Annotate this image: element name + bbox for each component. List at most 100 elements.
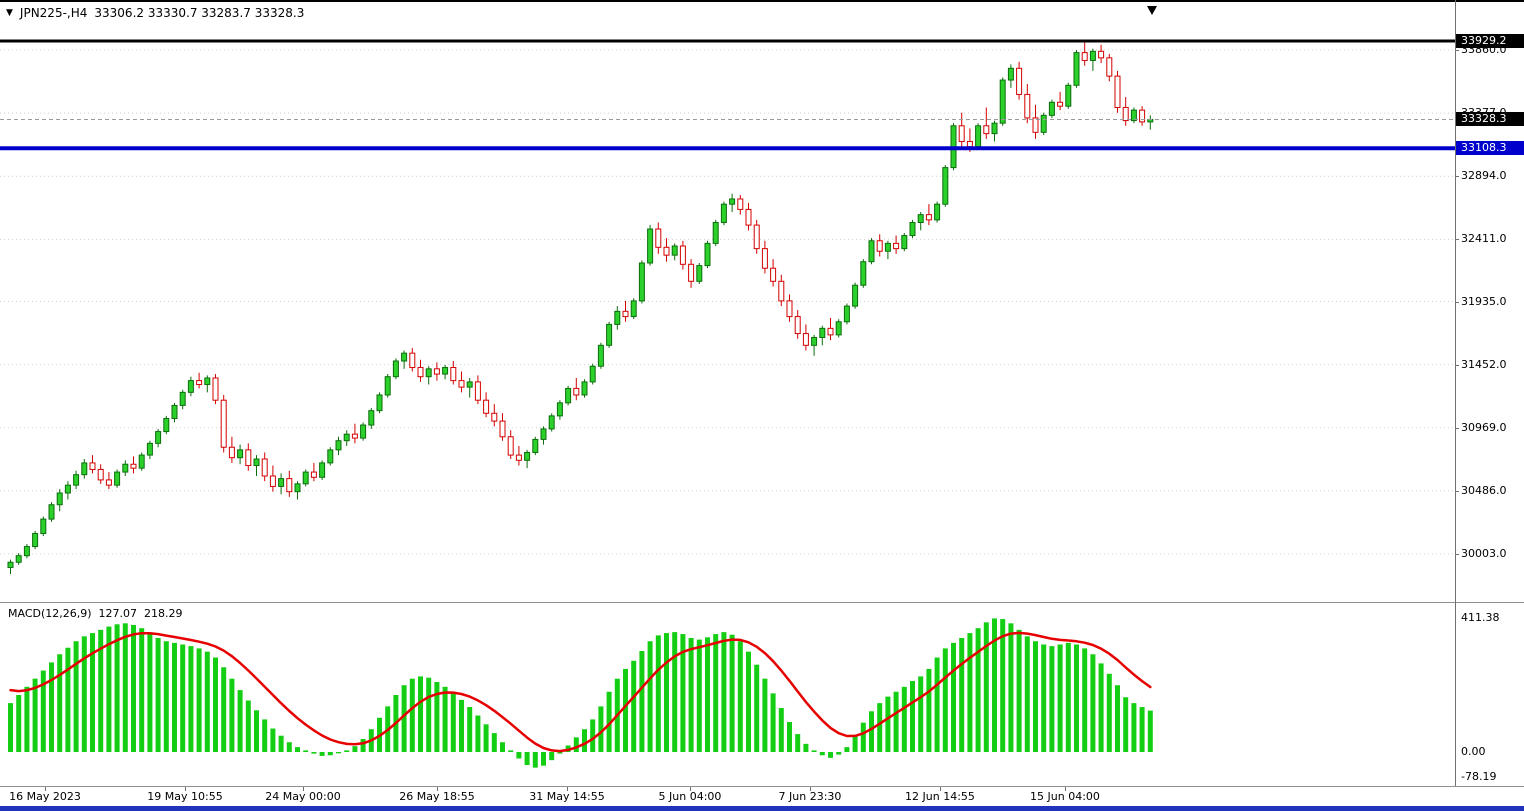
- macd-histogram-bar: [1098, 663, 1104, 752]
- macd-histogram-bar: [655, 635, 661, 752]
- bear-candle-body: [573, 387, 580, 396]
- macd-histogram-bar: [885, 696, 891, 752]
- bull-candle-body: [720, 203, 727, 223]
- price-grid-label: 31452.0: [1461, 358, 1507, 371]
- bear-candle-body: [1114, 75, 1121, 108]
- macd-histogram-bar: [893, 691, 899, 752]
- macd-histogram-bar: [16, 694, 22, 752]
- macd-histogram-bar: [541, 752, 546, 766]
- macd-histogram-bar: [327, 752, 333, 756]
- macd-histogram-bar: [975, 628, 981, 752]
- bull-candle-body: [532, 438, 539, 453]
- bull-candle-body: [860, 261, 867, 286]
- price-axis-tick: [1455, 428, 1459, 429]
- bull-candle-body: [909, 221, 916, 237]
- macd-histogram-bar: [549, 752, 555, 761]
- macd-histogram-bar: [762, 678, 768, 752]
- bull-candle-body: [294, 483, 301, 493]
- bear-candle-body: [196, 380, 203, 386]
- macd-histogram-bar: [114, 624, 120, 752]
- symbol-dropdown-icon[interactable]: ▼: [6, 8, 13, 18]
- macd-histogram-bar: [90, 633, 95, 752]
- bull-candle-body: [1040, 114, 1047, 133]
- macd-histogram-bar: [1123, 697, 1129, 752]
- macd-histogram-bar: [623, 668, 628, 752]
- macd-histogram-bar: [852, 735, 858, 752]
- macd-histogram-bar: [32, 678, 38, 752]
- bear-candle-body: [966, 140, 973, 148]
- bull-candle-body: [819, 327, 826, 338]
- bull-candle-body: [204, 377, 211, 386]
- bear-candle-body: [417, 367, 424, 378]
- time-tick-label: 12 Jun 14:55: [905, 790, 975, 803]
- chart-shift-icon[interactable]: [1147, 6, 1157, 15]
- bull-candle-body: [319, 462, 326, 478]
- macd-histogram-bar: [1115, 685, 1120, 752]
- bull-candle-body: [942, 167, 949, 205]
- bull-candle-body: [729, 198, 736, 205]
- macd-histogram-bar: [180, 644, 186, 752]
- macd-histogram-bar: [1008, 623, 1014, 752]
- macd-histogram-bar: [1024, 636, 1030, 752]
- macd-histogram-bar: [336, 752, 341, 754]
- time-axis-tick: [810, 787, 811, 791]
- macd-histogram-bar: [172, 642, 177, 752]
- macd-histogram-bar: [286, 742, 292, 752]
- macd-histogram-bar: [426, 677, 432, 752]
- bear-candle-body: [1016, 67, 1023, 95]
- bear-candle-body: [228, 446, 235, 459]
- macd-histogram-bar: [1106, 673, 1112, 752]
- bear-candle-body: [409, 352, 416, 369]
- bear-candle-body: [737, 198, 744, 210]
- bear-candle-body: [761, 248, 768, 269]
- bull-candle-body: [524, 451, 531, 461]
- bull-candle-body: [360, 424, 367, 439]
- macd-histogram-bar: [131, 624, 136, 752]
- bull-candle-body: [696, 265, 703, 282]
- macd-histogram-bar: [877, 703, 883, 752]
- macd-indicator-panel[interactable]: [0, 602, 1456, 786]
- macd-histogram-bar: [459, 699, 464, 752]
- macd-histogram-bar: [1000, 619, 1006, 752]
- macd-histogram-bar: [213, 657, 218, 752]
- macd-histogram-bar: [590, 719, 596, 752]
- price-grid-label: 31935.0: [1461, 295, 1507, 308]
- time-axis[interactable]: 16 May 2023 19 May 10:55 24 May 00:00 26 Ma…: [0, 787, 1456, 806]
- macd-histogram-bar: [65, 647, 71, 752]
- macd-histogram-bar: [204, 651, 210, 752]
- macd-histogram-bar: [467, 707, 473, 752]
- indicator-separator[interactable]: [0, 602, 1524, 603]
- macd-histogram-bar: [819, 752, 825, 756]
- bear-candle-body: [876, 240, 883, 252]
- bull-candle-body: [40, 518, 47, 534]
- macd-histogram-bar: [196, 648, 202, 752]
- macd-signal-value: 218.29: [144, 607, 183, 620]
- macd-histogram-bar: [983, 622, 989, 752]
- macd-histogram-bar: [237, 690, 243, 752]
- bear-candle-body: [786, 300, 793, 318]
- resistance-price-badge: 33929.2: [1456, 34, 1524, 48]
- bear-candle-body: [491, 412, 498, 422]
- macd-histogram-bar: [992, 618, 997, 752]
- macd-histogram-bar: [491, 733, 497, 752]
- bull-candle-body: [179, 391, 186, 406]
- bull-candle-body: [335, 440, 342, 451]
- bull-candle-body: [704, 242, 711, 267]
- bear-candle-body: [1122, 106, 1129, 122]
- macd-histogram-bar: [844, 747, 850, 752]
- bear-candle-body: [983, 125, 990, 135]
- price-axis[interactable]: 33860.033377.032894.032411.031935.031452…: [1455, 0, 1524, 786]
- macd-histogram-bar: [606, 691, 612, 752]
- macd-histogram-bar: [221, 667, 227, 752]
- bear-candle-body: [802, 333, 809, 346]
- macd-histogram-bar: [729, 634, 735, 752]
- price-axis-tick: [1455, 302, 1459, 303]
- price-chart[interactable]: [0, 0, 1456, 602]
- macd-histogram-bar: [787, 722, 792, 752]
- bear-candle-body: [433, 368, 440, 375]
- window-top-border: [0, 0, 1524, 2]
- ohlc-values: 33306.2 33330.7 33283.7 33328.3: [94, 6, 305, 20]
- time-tick-label: 5 Jun 04:00: [658, 790, 722, 803]
- bull-candle-body: [392, 360, 399, 378]
- bull-candle-body: [327, 449, 334, 464]
